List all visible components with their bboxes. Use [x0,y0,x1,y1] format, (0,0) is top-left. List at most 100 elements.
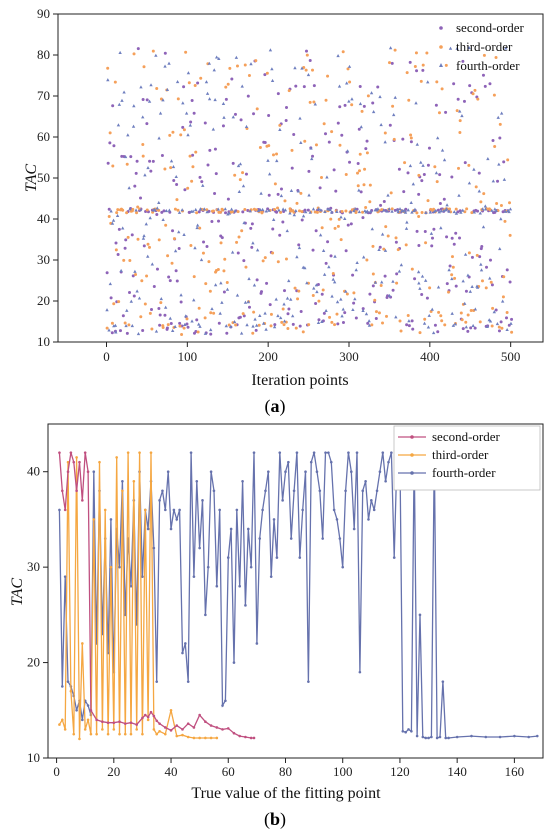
series-point-fourth-order [401,729,405,733]
scatter-point-second-order [190,99,194,103]
scatter-point-third-order [450,255,454,259]
scatter-point-third-order [357,169,361,173]
scatter-point-fourth-order [229,324,233,329]
scatter-point-fourth-order [263,311,267,315]
scatter-point-second-order [250,245,254,249]
scatter-point-fourth-order [339,297,343,301]
scatter-point-second-order [255,278,259,282]
scatter-point-fourth-order [386,193,390,197]
scatter-point-fourth-order [451,323,456,327]
scatter-point-second-order [371,284,375,288]
legend-b-marker-third [410,453,414,457]
scatter-point-third-order [383,131,387,135]
scatter-point-fourth-order [326,207,330,211]
series-point-fourth-order [287,460,290,464]
scatter-point-second-order [316,282,320,286]
scatter-point-second-order [413,277,417,281]
scatter-point-second-order [349,222,353,226]
scatter-point-fourth-order [407,319,411,323]
scatter-point-fourth-order [173,324,177,328]
scatter-point-third-order [474,185,478,189]
scatter-point-third-order [463,210,467,214]
scatter-point-fourth-order [175,80,180,84]
scatter-point-third-order [203,316,207,320]
scatter-point-second-order [263,73,267,77]
scatter-point-third-order [491,306,495,310]
scatter-point-third-order [243,207,247,211]
scatter-point-fourth-order [391,112,396,117]
series-point-second-order [95,718,98,722]
scatter-point-third-order [111,164,115,168]
scatter-point-third-order [114,248,118,252]
scatter-point-second-order [346,223,350,227]
scatter-point-second-order [133,184,137,188]
scatter-point-third-order [392,137,396,141]
scatter-point-second-order [252,112,256,116]
scatter-point-third-order [233,173,237,177]
scatter-point-fourth-order [430,307,434,311]
scatter-point-third-order [216,267,220,271]
series-line-second-order [58,452,254,739]
scatter-point-fourth-order [371,110,376,114]
series-point-second-order [169,729,173,732]
series-point-third-order [75,456,78,459]
scatter-point-fourth-order [368,209,373,213]
scatter-point-third-order [252,310,256,314]
scatter-point-second-order [175,279,179,283]
scatter-point-second-order [111,104,115,108]
scatter-point-third-order [338,143,342,147]
scatter-point-fourth-order [294,209,298,213]
scatter-point-third-order [314,143,318,147]
scatter-point-fourth-order [472,210,477,214]
scatter-point-fourth-order [169,159,174,163]
scatter-point-third-order [364,206,368,210]
scatter-point-third-order [478,320,482,324]
scatter-point-fourth-order [373,280,378,284]
scatter-point-second-order [175,182,179,186]
scatter-point-third-order [368,183,372,187]
scatter-point-fourth-order [483,207,488,211]
scatter-point-second-order [478,255,482,259]
scatter-point-fourth-order [282,319,287,323]
series-point-third-order [169,708,173,712]
series-point-second-order [181,728,184,731]
scatter-point-fourth-order [154,329,159,333]
scatter-point-second-order [279,187,283,191]
plot-b-ytick-label: 10 [27,750,40,765]
scatter-point-fourth-order [157,136,161,140]
scatter-point-third-order [303,139,307,143]
scatter-point-second-order [481,73,485,77]
scatter-point-third-order [471,92,475,96]
scatter-point-fourth-order [155,206,159,210]
scatter-point-third-order [443,323,447,327]
scatter-point-third-order [207,260,211,264]
scatter-point-fourth-order [463,252,468,256]
plot-b-xlabel: True value of the fitting point [191,785,381,802]
scatter-point-fourth-order [256,208,261,213]
scatter-point-second-order [450,236,454,240]
scatter-point-third-order [176,208,180,212]
scatter-point-second-order [351,273,355,277]
series-point-second-order [61,489,64,493]
scatter-point-third-order [340,209,344,213]
scatter-point-second-order [123,246,127,250]
scatter-point-fourth-order [146,165,150,170]
scatter-point-fourth-order [406,208,410,212]
scatter-point-fourth-order [471,323,475,327]
series-point-fourth-order [155,680,159,683]
scatter-point-second-order [281,220,285,224]
scatter-point-second-order [165,326,169,330]
series-point-second-order [106,721,110,724]
scatter-point-third-order [315,210,319,214]
scatter-point-third-order [312,100,316,104]
series-point-fourth-order [329,460,333,464]
scatter-point-second-order [415,69,419,73]
scatter-point-second-order [379,203,383,207]
scatter-point-second-order [260,290,264,294]
plot-b-frame [47,423,544,759]
series-point-third-order [143,508,147,512]
scatter-point-fourth-order [289,297,293,301]
scatter-point-second-order [110,331,114,335]
series-point-second-order [101,720,104,724]
plot-a-xlabel: Iteration points [251,372,348,389]
